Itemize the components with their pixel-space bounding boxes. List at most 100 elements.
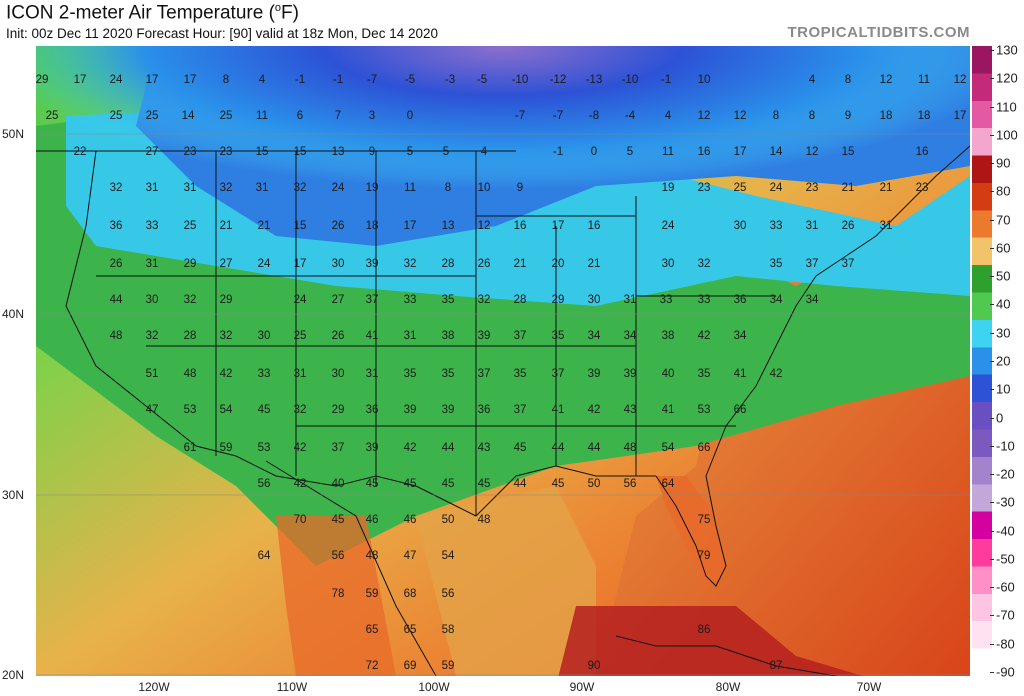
temperature-value: -1 — [332, 74, 344, 86]
temperature-value: 66 — [697, 442, 711, 454]
temperature-value: 15 — [841, 146, 855, 158]
color-scale-tick — [990, 106, 994, 108]
temperature-value: 20 — [551, 258, 565, 270]
temperature-value: 35 — [697, 368, 711, 380]
temperature-map: 29 17 24 17 17 8 4 -1 -1 -7 -5 -3 -5 -10 -12 -13 -10 -1 10… — [36, 46, 970, 676]
color-scale-tick — [990, 643, 994, 645]
temperature-value: 34 — [805, 294, 819, 306]
temperature-value: 21 — [841, 182, 855, 194]
temperature-value: 4 — [258, 74, 266, 86]
temperature-value: 42 — [403, 442, 417, 454]
cuba-outline — [615, 635, 837, 676]
color-scale-label: 10 — [996, 381, 1011, 397]
temperature-value: 56 — [623, 478, 637, 490]
temperature-value: 9 — [368, 146, 376, 158]
temperature-value: 0 — [590, 146, 598, 158]
temperature-value: 42 — [293, 478, 307, 490]
color-scale-label: 20 — [996, 353, 1011, 369]
temperature-value: 38 — [441, 330, 455, 342]
us-southwest-coast — [65, 150, 477, 517]
temperature-value: 36 — [733, 294, 747, 306]
color-scale-tick — [990, 50, 994, 51]
temperature-value: 36 — [365, 404, 379, 416]
temperature-value: 59 — [365, 588, 379, 600]
temperature-value: 30 — [145, 294, 159, 306]
temperature-value: 33 — [769, 220, 783, 232]
temperature-value: -1 — [660, 74, 672, 86]
temperature-value: 68 — [403, 588, 417, 600]
temperature-value: 42 — [293, 442, 307, 454]
temperature-value: 30 — [661, 258, 675, 270]
temperature-value: 34 — [587, 330, 601, 342]
temperature-value: 5 — [406, 146, 414, 158]
temperature-value: 17 — [403, 220, 417, 232]
temperature-value: 45 — [403, 478, 417, 490]
temperature-value: 24 — [109, 74, 123, 86]
temperature-value: 4 — [664, 110, 672, 122]
lon-label-80w: 80W — [715, 680, 741, 694]
temperature-value: 13 — [331, 146, 345, 158]
color-scale-label: 130 — [996, 42, 1018, 58]
temperature-value: 54 — [441, 550, 455, 562]
temperature-value: 31 — [145, 182, 159, 194]
color-scale-label: -30 — [996, 494, 1015, 510]
temperature-value: 33 — [697, 294, 711, 306]
temperature-value: 42 — [219, 368, 233, 380]
mexico-coast — [265, 460, 437, 676]
temperature-value: 37 — [841, 258, 855, 270]
temperature-value: 12 — [953, 74, 967, 86]
temperature-value: 40 — [661, 368, 675, 380]
temperature-value: 32 — [293, 182, 307, 194]
temperature-value: 41 — [365, 330, 379, 342]
temperature-value: 46 — [403, 514, 417, 526]
title-unit: F) — [281, 2, 299, 24]
temperature-value: 26 — [841, 220, 855, 232]
title-text: ICON 2-meter Air Temperature ( — [6, 2, 275, 24]
temperature-value: 48 — [477, 514, 491, 526]
temperature-value: 8 — [808, 110, 816, 122]
temperature-value: 45 — [441, 478, 455, 490]
temperature-value: 25 — [109, 110, 123, 122]
color-scale-label: 70 — [996, 212, 1011, 228]
color-scale-label: 50 — [996, 268, 1011, 284]
title-degree: o — [274, 2, 282, 14]
temperature-value: 24 — [293, 294, 307, 306]
temperature-value: -7 — [514, 110, 526, 122]
temperature-value: 17 — [145, 74, 159, 86]
temperature-value: 30 — [331, 258, 345, 270]
temperature-value: 43 — [477, 442, 491, 454]
color-scale-label: 0 — [996, 410, 1004, 426]
color-scale-tick — [990, 672, 994, 673]
color-scale-bar — [972, 46, 992, 676]
temperature-value: 19 — [661, 182, 675, 194]
temperature-value: 25 — [733, 182, 747, 194]
temperature-value: 25 — [145, 110, 159, 122]
temperature-value: 29 — [183, 258, 197, 270]
temperature-value: 48 — [183, 368, 197, 380]
temperature-value: 12 — [733, 110, 747, 122]
temperature-value: 64 — [257, 550, 271, 562]
temperature-value: 7 — [334, 110, 342, 122]
temperature-value: 12 — [879, 74, 893, 86]
temperature-value: 39 — [477, 330, 491, 342]
temperature-value: 15 — [293, 146, 307, 158]
temperature-value: 39 — [365, 258, 379, 270]
temperature-value: 16 — [697, 146, 711, 158]
color-scale-tick — [990, 332, 994, 334]
temperature-value: -12 — [549, 74, 567, 86]
temperature-value: 5 — [442, 146, 450, 158]
temperature-value: 31 — [365, 368, 379, 380]
temperature-value: -4 — [624, 110, 636, 122]
temperature-value: 53 — [257, 442, 271, 454]
temperature-value: -10 — [621, 74, 639, 86]
temperature-value: 87 — [769, 660, 783, 672]
temperature-value: 86 — [697, 624, 711, 636]
temperature-value: 23 — [697, 182, 711, 194]
temperature-value: 11 — [256, 110, 268, 122]
temperature-value: 31 — [623, 294, 637, 306]
gulf-warm-zone — [416, 486, 596, 676]
temperature-value: 17 — [73, 74, 87, 86]
temperature-value: 24 — [769, 182, 783, 194]
temperature-value: 28 — [513, 294, 527, 306]
temperature-value: 51 — [145, 368, 159, 380]
